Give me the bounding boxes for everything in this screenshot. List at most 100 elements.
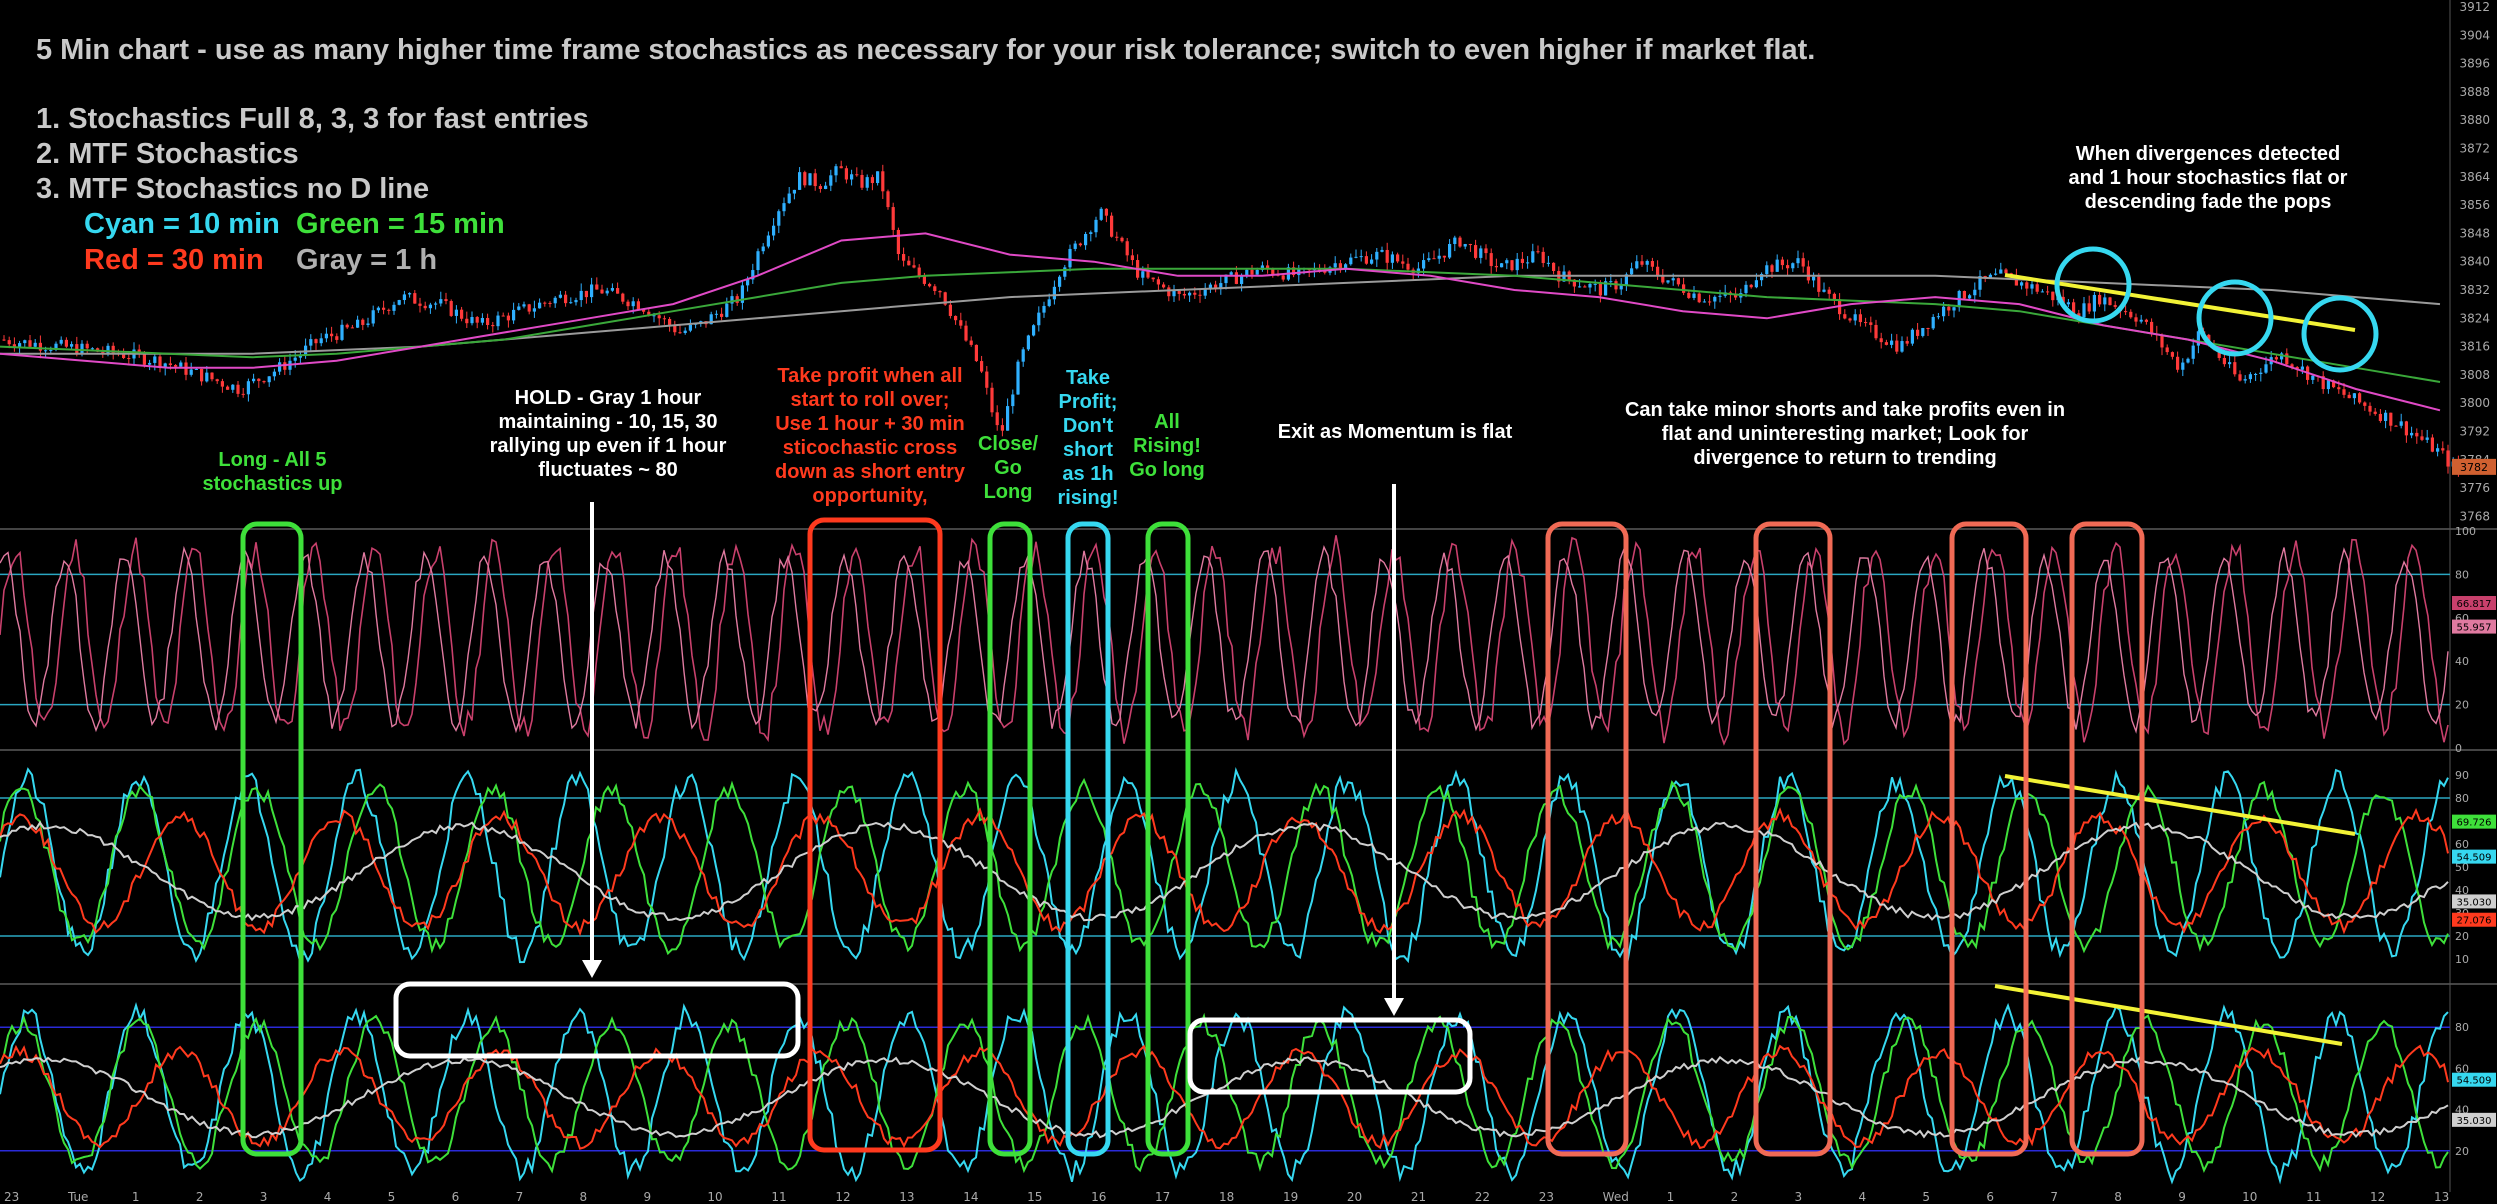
candle-body bbox=[2243, 379, 2247, 381]
candle-body bbox=[2389, 412, 2393, 426]
candle-body bbox=[1973, 289, 1977, 296]
candle-body bbox=[2144, 319, 2148, 322]
candle-body bbox=[2196, 331, 2200, 346]
candle-body bbox=[2415, 432, 2419, 437]
candle-body bbox=[1458, 237, 1462, 247]
candle-body bbox=[1172, 290, 1176, 297]
candle-body bbox=[850, 174, 854, 180]
candle-body bbox=[246, 381, 250, 395]
candle-body bbox=[584, 290, 588, 298]
candle-body bbox=[1890, 340, 1894, 345]
candle-body bbox=[2233, 362, 2237, 375]
oscillator-tick-label: 80 bbox=[2455, 568, 2469, 581]
candle-body bbox=[1484, 248, 1488, 254]
arrow-hold-head bbox=[582, 960, 602, 978]
price-tick-label: 3840 bbox=[2459, 255, 2490, 269]
candle-body bbox=[1978, 276, 1982, 290]
legend-red: Red = 30 min bbox=[84, 244, 264, 276]
candle-body bbox=[1900, 341, 1904, 352]
candle-body bbox=[1229, 272, 1233, 275]
candle-body bbox=[2410, 432, 2414, 436]
candle-body bbox=[2066, 302, 2070, 305]
candle-body bbox=[153, 356, 157, 363]
candle-body bbox=[2399, 421, 2403, 426]
candle-body bbox=[730, 296, 734, 304]
candle-body bbox=[1713, 296, 1717, 302]
candle-body bbox=[304, 345, 308, 355]
candle-body bbox=[2347, 394, 2351, 399]
candle-body bbox=[808, 173, 812, 186]
oscillator-value-label: 69.726 bbox=[2457, 818, 2492, 829]
price-tick-label: 3768 bbox=[2459, 509, 2490, 523]
oscillator-tick-label: 20 bbox=[2455, 699, 2469, 712]
price-tick-label: 3832 bbox=[2459, 283, 2490, 297]
oscillator-tick-label: 50 bbox=[2455, 861, 2469, 874]
candle-body bbox=[252, 378, 256, 382]
candle-body bbox=[1182, 293, 1186, 296]
candle-body bbox=[2108, 297, 2112, 306]
candle-body bbox=[1895, 340, 1899, 352]
candle-body bbox=[402, 294, 406, 301]
candle-body bbox=[512, 309, 516, 321]
candle-body bbox=[673, 325, 677, 333]
candle-body bbox=[922, 275, 926, 284]
candle-body bbox=[1489, 253, 1493, 267]
price-tick-label: 3848 bbox=[2459, 226, 2490, 240]
candle-body bbox=[2103, 297, 2107, 305]
candle-body bbox=[7, 340, 11, 345]
candle-body bbox=[272, 371, 276, 377]
price-tick-label: 3800 bbox=[2459, 396, 2490, 410]
oscillator-value-label: 54.509 bbox=[2457, 853, 2492, 864]
candle-body bbox=[616, 288, 620, 294]
candle-body bbox=[1375, 251, 1379, 260]
time-axis-label: 17 bbox=[1155, 1190, 1170, 1204]
candle-body bbox=[1697, 293, 1701, 303]
oscillator-value-label: 54.509 bbox=[2457, 1076, 2492, 1087]
candle-body bbox=[1760, 274, 1764, 281]
candle-body bbox=[1167, 287, 1171, 297]
candle-body bbox=[740, 285, 744, 303]
candle-body bbox=[626, 301, 630, 307]
current-price-tag bbox=[2452, 458, 2496, 475]
oscillator-value-tag bbox=[2452, 912, 2496, 927]
candle-body bbox=[1042, 305, 1046, 313]
candle-body bbox=[1952, 307, 1956, 311]
candle-body bbox=[2051, 291, 2055, 301]
candle-body bbox=[397, 300, 401, 305]
candle-body bbox=[657, 315, 661, 319]
time-axis-label: 10 bbox=[2242, 1190, 2257, 1204]
candle-body bbox=[1593, 283, 1597, 285]
candle-body bbox=[1869, 322, 1873, 325]
candle-body bbox=[1323, 271, 1327, 273]
candle-body bbox=[1406, 263, 1410, 270]
candle-body bbox=[688, 324, 692, 331]
price-tick-label: 3912 bbox=[2459, 0, 2490, 14]
candle-body bbox=[1640, 261, 1644, 265]
candle-body bbox=[1770, 265, 1774, 272]
candle-body bbox=[2160, 334, 2164, 348]
candle-body bbox=[636, 301, 640, 310]
candle-body bbox=[2337, 387, 2341, 390]
time-axis-label: 21 bbox=[1411, 1190, 1426, 1204]
candle-body bbox=[2259, 372, 2263, 375]
candle-body bbox=[896, 229, 900, 255]
candle-body bbox=[444, 299, 448, 302]
candle-body bbox=[1266, 265, 1270, 270]
candle-body bbox=[2217, 349, 2221, 358]
candle-body bbox=[532, 308, 536, 312]
candle-body bbox=[1926, 328, 1930, 330]
candle-body bbox=[1858, 314, 1862, 323]
candle-body bbox=[1016, 361, 1020, 395]
candle-body bbox=[330, 333, 334, 337]
candle-body bbox=[1390, 254, 1394, 263]
candle-body bbox=[980, 361, 984, 372]
highlight-minor-short-4 bbox=[2069, 521, 2145, 1157]
oscillator-value-tag bbox=[2452, 619, 2496, 634]
candle-body bbox=[2129, 311, 2133, 318]
divergence-trendline-mtf-nod bbox=[1994, 984, 2343, 1046]
candle-body bbox=[1702, 301, 1706, 303]
highlight-take-profit-cyan bbox=[1065, 521, 1111, 1157]
arrow-exit-head bbox=[1384, 998, 1404, 1016]
candle-body bbox=[2280, 353, 2284, 360]
